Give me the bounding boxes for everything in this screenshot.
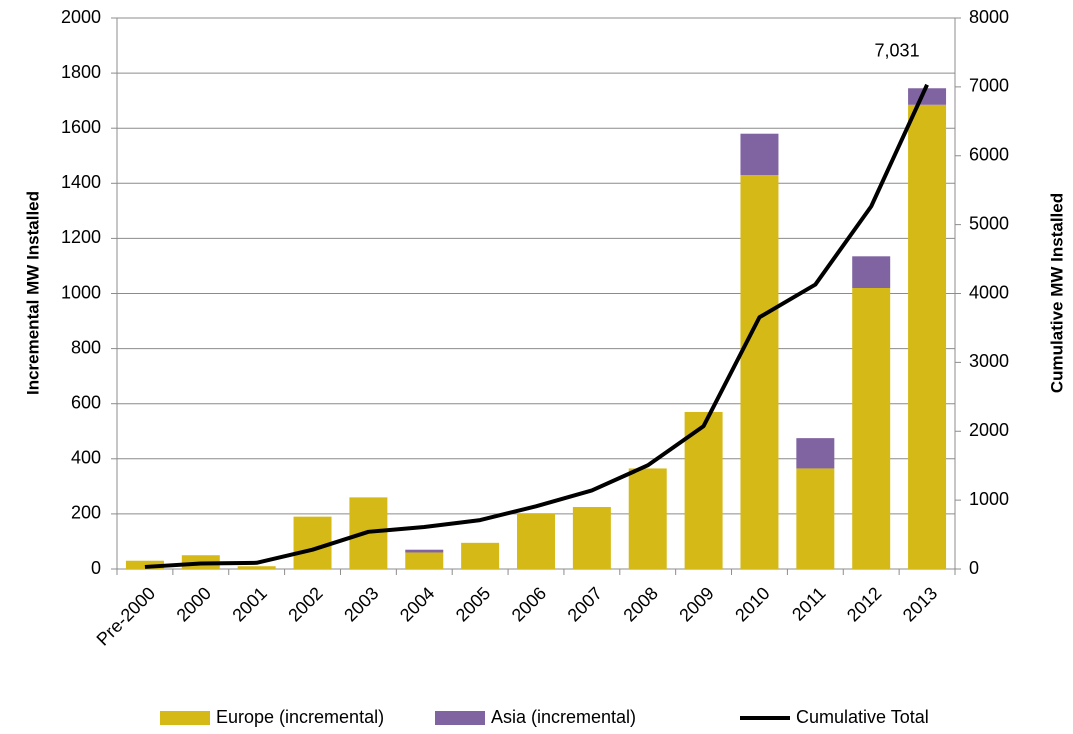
bar-segment [796,438,835,469]
bar-segment [405,549,444,553]
x-tick-label: 2006 [508,583,550,625]
bar-segment [125,560,164,569]
y-tick-label: 1800 [61,62,101,82]
y2-tick-label: 7000 [969,76,1009,96]
y2-tick-label: 8000 [969,7,1009,27]
y-tick-label: 0 [91,558,101,578]
y-tick-label: 1400 [61,172,101,192]
bar-segment [852,287,891,569]
legend-swatch [435,711,485,725]
bar-segment [684,411,723,569]
bar-segment [796,468,835,569]
x-tick-label: 2000 [173,583,215,625]
legend-label: Asia (incremental) [491,707,636,727]
x-tick-label: 2007 [564,583,606,625]
x-tick-label: 2005 [452,583,494,625]
x-tick-label: 2010 [731,583,773,625]
x-tick-label: Pre-2000 [93,583,160,650]
y2-tick-label: 5000 [969,213,1009,233]
line-series [144,83,929,569]
bar-segment [405,552,444,569]
bar-segment [740,175,779,569]
legend-label: Cumulative Total [796,707,929,727]
x-tick-label: 2002 [284,583,326,625]
bar-segment [293,516,332,569]
bar-segment [237,566,276,569]
bar-segment [572,507,611,569]
y2-tick-label: 4000 [969,282,1009,302]
legend-label: Europe (incremental) [216,707,384,727]
y2-tick-label: 6000 [969,145,1009,165]
y2-tick-label: 0 [969,558,979,578]
x-tick-label: 2011 [788,583,830,625]
data-label: 7,031 [875,40,920,60]
y2-tick-label: 2000 [969,420,1009,440]
bar-segment [908,88,947,105]
y-tick-label: 1000 [61,282,101,302]
x-tick-label: 2004 [396,583,438,625]
bar-segment [517,513,555,569]
x-tick-label: 2012 [843,583,885,625]
y-tick-label: 2000 [61,7,101,27]
y-tick-label: 800 [71,337,101,357]
y2-tick-label: 3000 [969,351,1009,371]
x-tick-label: 2009 [675,583,717,625]
x-tick-label: 2013 [899,583,941,625]
y-tick-label: 200 [71,503,101,523]
y-tick-label: 1600 [61,117,101,137]
y2-tick-label: 1000 [969,489,1009,509]
bar-segment [461,542,500,569]
bar-segment [628,468,667,569]
x-tick-label: 2001 [228,583,270,625]
y-tick-label: 400 [71,448,101,468]
bar-segment [908,104,947,569]
x-tick-label: 2008 [619,583,661,625]
bar-segment [852,256,891,288]
y-tick-label: 1200 [61,227,101,247]
y2-axis-label: Cumulative MW Installed [1047,193,1066,393]
y-axis-label: Incremental MW Installed [23,191,42,395]
y-tick-label: 600 [71,392,101,412]
x-tick-label: 2003 [340,583,382,625]
legend-swatch [160,711,210,725]
bar-segment [740,133,779,176]
